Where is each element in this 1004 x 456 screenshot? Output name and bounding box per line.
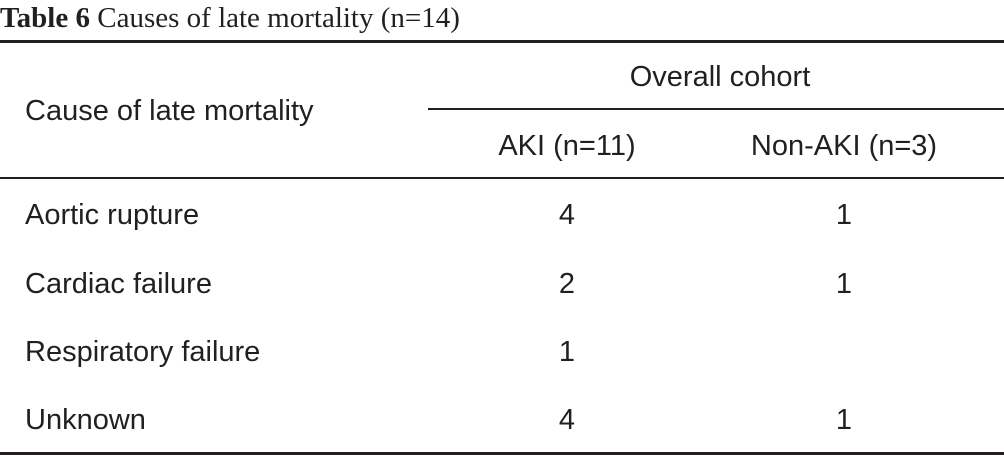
table-title: Causes of late mortality (n=14) xyxy=(97,2,460,34)
header-rule xyxy=(0,177,1004,179)
bottom-rule xyxy=(0,452,1004,455)
aki-count-cell: 2 xyxy=(558,268,576,300)
column-header-aki: AKI (n=11) xyxy=(498,130,636,162)
cause-cell: Unknown xyxy=(25,404,146,436)
cause-cell: Cardiac failure xyxy=(25,268,212,300)
aki-count-cell: 4 xyxy=(558,199,576,231)
table-caption: Table 6 Causes of late mortality (n=14) xyxy=(0,0,460,38)
top-rule xyxy=(0,40,1004,43)
non-aki-count-cell: 1 xyxy=(835,199,853,231)
group-header-overall-cohort: Overall cohort xyxy=(629,61,811,93)
non-aki-count-cell: 1 xyxy=(835,268,853,300)
cause-cell: Respiratory failure xyxy=(25,336,261,368)
row-header-label: Cause of late mortality xyxy=(25,95,314,127)
group-header-rule xyxy=(428,108,1004,110)
aki-count-cell: 1 xyxy=(558,336,576,368)
non-aki-count-cell: 1 xyxy=(835,404,853,436)
table-number: Table 6 xyxy=(0,2,90,34)
column-header-non-aki: Non-AKI (n=3) xyxy=(750,130,938,162)
aki-count-cell: 4 xyxy=(558,404,576,436)
cause-cell: Aortic rupture xyxy=(25,199,200,231)
